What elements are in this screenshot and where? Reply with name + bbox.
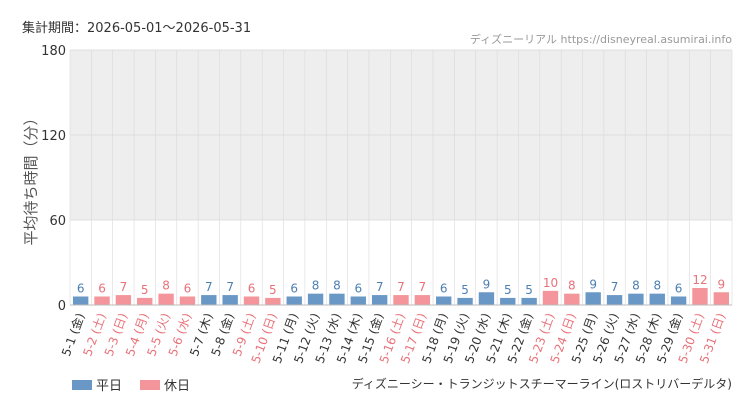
data-label: 5 (141, 283, 149, 297)
bar (606, 295, 623, 305)
data-label: 8 (632, 279, 640, 293)
bar (713, 292, 730, 305)
bar (201, 295, 217, 305)
data-label: 7 (397, 280, 405, 294)
bar (393, 295, 409, 305)
data-label: 7 (419, 280, 427, 294)
data-label: 7 (120, 280, 128, 294)
data-label: 6 (98, 282, 106, 296)
legend-label-weekday: 平日 (96, 379, 122, 394)
legend-swatch-holiday (140, 380, 160, 390)
data-label: 6 (290, 282, 298, 296)
data-label: 6 (440, 282, 448, 296)
bar (243, 296, 260, 305)
data-label: 7 (205, 280, 213, 294)
bar (179, 296, 196, 305)
bar (137, 297, 153, 305)
data-label: 8 (653, 279, 661, 293)
data-label: 7 (611, 280, 619, 294)
y-axis-title: 平均待ち時間（分） (22, 110, 40, 245)
data-label: 8 (568, 279, 576, 293)
bar (585, 292, 601, 305)
bar (542, 290, 559, 305)
y-tick-label: 120 (41, 129, 66, 144)
data-label: 6 (675, 282, 683, 296)
data-label: 6 (77, 282, 85, 296)
data-label: 9 (483, 277, 491, 291)
bar (478, 292, 495, 305)
bar (670, 296, 687, 305)
bar (286, 296, 302, 305)
bar (329, 293, 345, 305)
source-label: ディズニーリアル https://disneyreal.asumirai.inf… (470, 32, 732, 46)
period-label: 集計期間：2026-05-01～2026-05-31 (22, 20, 251, 36)
legend-swatch-weekday (72, 380, 92, 390)
bar (564, 293, 580, 305)
bar (350, 296, 366, 305)
data-label: 7 (226, 280, 234, 294)
data-label: 12 (692, 273, 707, 287)
data-label: 9 (589, 277, 597, 291)
bar (521, 297, 537, 305)
data-label: 8 (333, 279, 341, 293)
data-label: 9 (718, 277, 726, 291)
data-label: 5 (504, 283, 512, 297)
bar (692, 288, 708, 305)
legend-label-holiday: 休日 (164, 379, 190, 394)
y-tick-label: 180 (41, 44, 66, 59)
bar (457, 297, 473, 305)
bar (371, 295, 388, 305)
bar (500, 297, 516, 305)
attraction-name: ディズニーシー・トランジットスチーマーライン(ロストリバーデルタ) (352, 376, 732, 391)
data-label: 8 (312, 279, 320, 293)
legend: 平日 休日 (72, 379, 190, 394)
data-label: 10 (543, 276, 558, 290)
data-label: 5 (525, 283, 533, 297)
y-tick-label: 0 (58, 299, 66, 314)
bar (307, 293, 324, 305)
bar (265, 297, 281, 305)
bar (94, 296, 110, 305)
bar (115, 295, 132, 305)
bar (628, 293, 644, 305)
data-label: 6 (248, 282, 256, 296)
bar (649, 293, 665, 305)
data-label: 6 (354, 282, 362, 296)
data-label: 5 (269, 283, 277, 297)
data-label: 7 (376, 280, 384, 294)
data-label: 6 (184, 282, 192, 296)
bar (72, 296, 89, 305)
bar (436, 296, 452, 305)
bar (414, 295, 431, 305)
bar (158, 293, 174, 305)
data-label: 5 (461, 283, 469, 297)
y-tick-label: 60 (49, 214, 66, 229)
bar (222, 295, 238, 305)
data-label: 8 (162, 279, 170, 293)
